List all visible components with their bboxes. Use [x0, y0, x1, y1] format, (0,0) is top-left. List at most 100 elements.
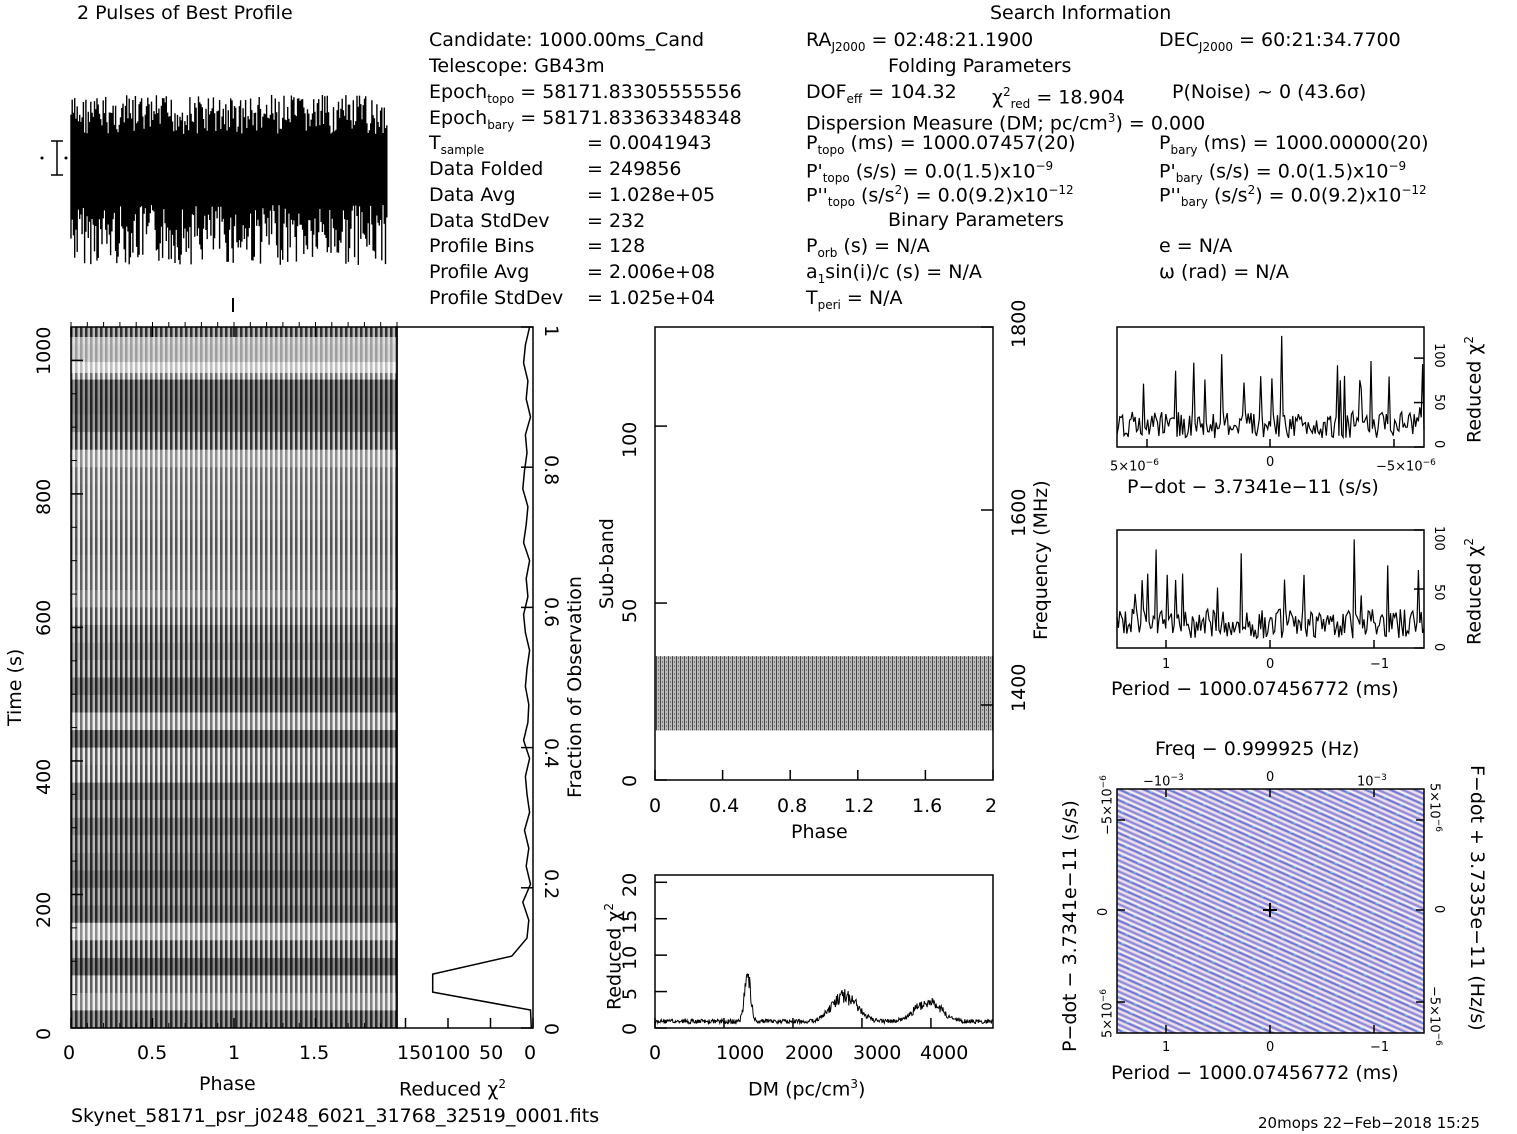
pddot-bary-line: P''bary (s/s2) = 0.0(9.2)x10−12 [1159, 183, 1427, 210]
time-phase-row-bright [71, 337, 397, 373]
time-phase-row [71, 432, 397, 450]
time-phase-row [71, 765, 397, 783]
pd-xlabel: P−dot − 3.7341e−11 (s/s) [1127, 476, 1379, 498]
data-avg-value: = 1.028e+05 [587, 184, 716, 206]
ppd-top-tick-2: 10−3 [1357, 773, 1387, 790]
time-phase-row [71, 624, 397, 643]
profile-std-value: = 1.025e+04 [587, 287, 716, 309]
tc-xlabel: Reduced χ2 [399, 1077, 506, 1101]
porb-line: Porb (s) = N/A [806, 235, 930, 260]
period-chi-line [1116, 539, 1425, 640]
tc-xtick-2: 50 [479, 1042, 504, 1064]
dm-line: Dispersion Measure (DM; pc/cm3) = 0.000 [806, 111, 1206, 135]
ppd-xtick-0: 1 [1162, 1040, 1171, 1055]
folding-title: Folding Parameters [888, 55, 1072, 77]
footer-stamp: 20mops 22−Feb−2018 15:25 [1258, 1114, 1480, 1132]
time-phase-row [71, 660, 397, 678]
sb-xtick-5: 2 [985, 795, 998, 817]
sb-xtick-3: 1.2 [844, 795, 875, 817]
dm-chi-line [654, 973, 994, 1026]
time-phase-row [71, 607, 397, 625]
footer-filename: Skynet_58171_psr_j0248_6021_31768_32519_… [71, 1105, 600, 1127]
tp-xtick-2: 1 [228, 1042, 241, 1064]
time-phase-row [71, 887, 397, 906]
data-avg-label: Data Avg [429, 184, 516, 206]
error-bar-dot-right [64, 156, 68, 160]
time-phase-row [71, 730, 397, 748]
time-phase-row [71, 642, 397, 660]
t-sample-label: Tsample [429, 132, 485, 157]
asini-line: a1sin(i)/c (s) = N/A [806, 261, 982, 286]
dm-xtick-2: 2000 [785, 1042, 834, 1064]
time-phase-row [71, 677, 397, 695]
tp-xtick-0: 0 [63, 1042, 76, 1064]
tp-xlabel: Phase [199, 1073, 256, 1095]
time-phase-row [71, 519, 397, 538]
tperi-line: Tperi = N/A [806, 287, 903, 312]
profile-plot [40, 95, 388, 312]
tc-xtick-3: 0 [524, 1042, 537, 1064]
data-folded-label: Data Folded [429, 158, 544, 180]
dm-xtick-0: 0 [649, 1042, 662, 1064]
data-folded-value: = 249856 [587, 158, 682, 180]
ppd-ytick-0: 5×10−6 [1099, 989, 1116, 1038]
time-phase-row [71, 817, 397, 836]
pd-xtick-0: 5×10−6 [1110, 458, 1159, 475]
time-phase-plot [70, 322, 398, 1029]
pd-xtick-2: −5×10−6 [1376, 458, 1436, 475]
dm-xtick-3: 3000 [853, 1042, 902, 1064]
chi-line: χ2red = 18.904 [992, 85, 1125, 112]
time-phase-row [71, 835, 397, 853]
search-title: Search Information [990, 2, 1172, 24]
time-phase-row [71, 502, 397, 520]
pdot-chi-line [1116, 335, 1425, 440]
tc-xtick-0: 150 [397, 1042, 434, 1064]
error-bar-dot-left [40, 156, 44, 160]
dm-xtick-4: 4000 [920, 1042, 969, 1064]
pc-xlabel: Period − 1000.07456772 (ms) [1111, 678, 1399, 700]
time-phase-row [71, 782, 397, 801]
ra-line: RAJ2000 = 02:48:21.1900 [806, 29, 1034, 54]
time-phase-row [71, 800, 397, 818]
time-phase-row [71, 975, 397, 993]
sb-xtick-4: 1.6 [912, 795, 943, 817]
dof-line: DOFeff = 104.32 [806, 81, 957, 106]
profile-title: 2 Pulses of Best Profile [77, 2, 293, 24]
data-std-label: Data StdDev [429, 210, 550, 232]
dm-xtick-1: 1000 [716, 1042, 765, 1064]
profile-avg-label: Profile Avg [429, 261, 530, 283]
time-phase-row [71, 572, 397, 590]
pc-xtick-0: 1 [1162, 657, 1171, 672]
pc-xtick-1: 0 [1266, 657, 1275, 672]
tc-xtick-1: 100 [434, 1042, 471, 1064]
profile-avg-value: = 2.006e+08 [587, 261, 716, 283]
time-phase-row [71, 905, 397, 923]
time-phase-row [71, 397, 397, 415]
ppd-ylabel: P−dot − 3.7341e−11 (s/s) [1059, 800, 1081, 1052]
dm-chi-frame [654, 874, 994, 1029]
time-phase-row [71, 852, 397, 871]
omega-line: ω (rad) = N/A [1159, 261, 1289, 283]
pd-xtick-1: 0 [1266, 455, 1275, 470]
profile-bins-value: = 128 [587, 235, 646, 257]
sb-xlabel: Phase [791, 821, 848, 843]
ppd-ytick-2: −5×10−6 [1099, 775, 1116, 835]
time-phase-row [71, 449, 397, 468]
time-phase-row [71, 992, 397, 1011]
telescope-line: Telescope: GB43m [429, 55, 605, 77]
sb-xtick-0: 0 [649, 795, 662, 817]
subband-band [655, 656, 993, 731]
time-phase-row [71, 940, 397, 958]
ppd-rtick-2: 5×10−6 [1426, 783, 1443, 832]
dec-line: DECJ2000 = 60:21:34.7700 [1159, 29, 1401, 54]
time-phase-row [71, 589, 397, 608]
ecc-line: e = N/A [1159, 235, 1233, 257]
epoch-bary-line: Epochbary = 58171.83363348348 [429, 107, 742, 132]
candidate-line: Candidate: 1000.00ms_Cand [429, 29, 705, 51]
